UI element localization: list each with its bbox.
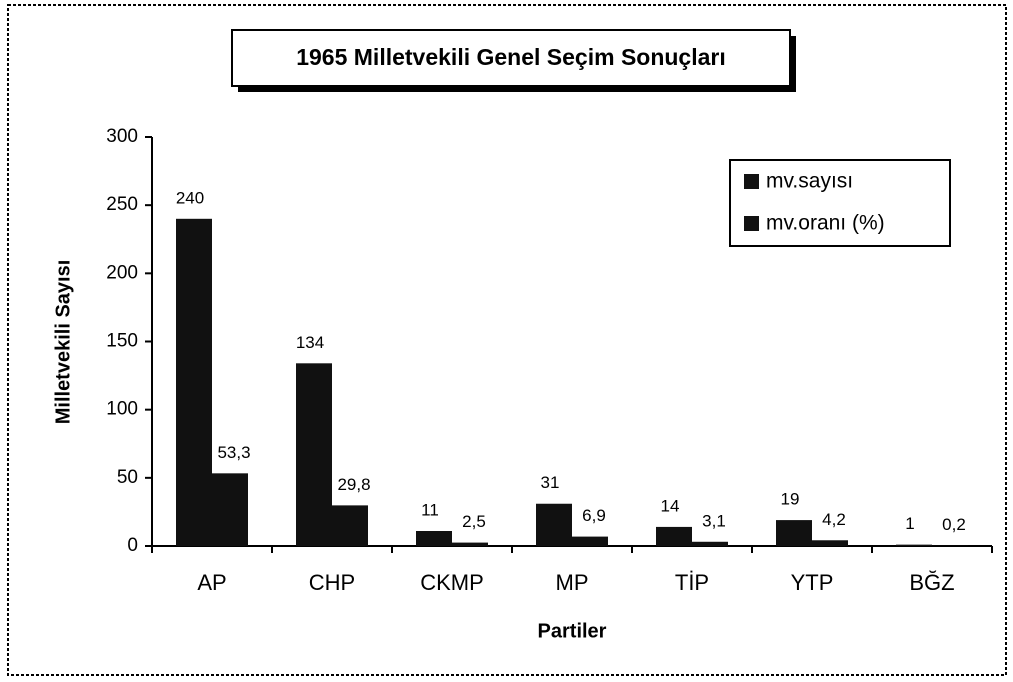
- bar: [332, 505, 368, 546]
- bar: [452, 542, 488, 546]
- bar: [416, 531, 452, 546]
- bar: [656, 526, 692, 546]
- x-tick-label: MP: [556, 570, 589, 595]
- bar: [776, 520, 812, 546]
- value-label: 31: [541, 473, 560, 492]
- value-label: 4,2: [822, 510, 846, 529]
- value-label: 19: [781, 490, 800, 509]
- value-label: 240: [176, 188, 204, 207]
- value-label: 14: [661, 496, 680, 515]
- x-tick-label: CKMP: [420, 570, 484, 595]
- bar: [176, 218, 212, 547]
- chart-title: 1965 Milletvekili Genel Seçim Sonuçları: [296, 44, 726, 70]
- legend-label: mv.sayısı: [766, 170, 853, 193]
- y-tick-label: 250: [106, 194, 138, 215]
- x-tick-label: YTP: [791, 570, 834, 595]
- y-tick-label: 200: [106, 262, 138, 283]
- value-label: 134: [296, 333, 324, 352]
- x-tick-label: BĞZ: [909, 570, 954, 595]
- x-axis-label: Partiler: [538, 620, 607, 642]
- bar: [212, 473, 248, 546]
- chart-frame: [7, 4, 1007, 676]
- value-label: 1: [905, 514, 914, 533]
- y-tick-label: 100: [106, 399, 138, 420]
- x-tick-label: CHP: [309, 570, 355, 595]
- value-label: 29,8: [337, 475, 370, 494]
- title-box: [231, 29, 791, 87]
- legend-swatch: [744, 174, 759, 189]
- bar: [536, 503, 572, 546]
- y-tick-label: 50: [117, 467, 138, 488]
- x-tick-label: TİP: [675, 570, 709, 595]
- value-label: 53,3: [217, 443, 250, 462]
- legend-swatch: [744, 216, 759, 231]
- y-tick-label: 150: [106, 331, 138, 352]
- value-label: 11: [421, 500, 439, 519]
- bar: [296, 363, 332, 546]
- bar: [812, 540, 848, 546]
- y-tick-label: 300: [106, 126, 138, 147]
- bar: [692, 541, 728, 546]
- legend-box: [729, 159, 951, 247]
- value-label: 2,5: [462, 512, 486, 531]
- x-tick-label: AP: [197, 570, 226, 595]
- bar: [572, 536, 608, 546]
- bar: [896, 544, 932, 546]
- y-axis-label: Milletvekili Sayısı: [52, 260, 74, 425]
- legend-label: mv.oranı (%): [766, 212, 885, 235]
- y-tick-label: 0: [127, 535, 138, 556]
- value-label: 3,1: [702, 511, 726, 530]
- value-label: 0,2: [942, 515, 966, 534]
- value-label: 6,9: [582, 506, 606, 525]
